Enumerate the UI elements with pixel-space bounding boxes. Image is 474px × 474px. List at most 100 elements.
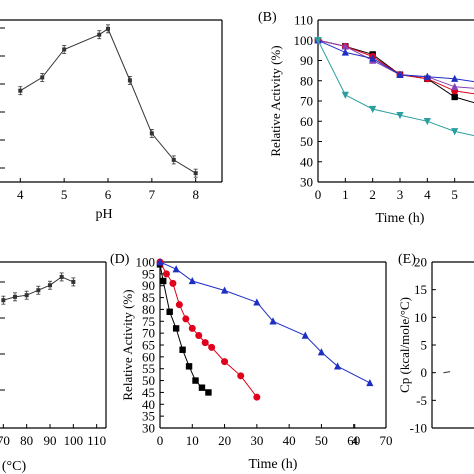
data-point (451, 128, 459, 136)
data-point (451, 74, 459, 82)
data-point (341, 48, 349, 56)
data-point (162, 270, 170, 278)
data-point (314, 37, 322, 45)
x-tick-label: 0 (157, 433, 164, 448)
data-point (201, 339, 209, 347)
y-tick-label: 40 (142, 397, 155, 412)
data-point (106, 26, 110, 31)
panel-e: 4 -10 -5 0 5 10 15 20(E) Cp (kcal/mole/°C) (351, 252, 474, 448)
data-point (369, 105, 377, 114)
x-tick-label: 2 (369, 187, 376, 202)
data-point (1, 298, 6, 303)
data-point (18, 88, 23, 93)
x-tick-label: 6 (105, 187, 112, 202)
x-tick-label: 5 (61, 187, 68, 202)
y-tick-label: 80 (142, 302, 155, 317)
data-point (366, 378, 374, 387)
x-tick-label: 0 (315, 187, 322, 202)
y-axis-label: Relative Activity (%) (120, 289, 135, 400)
y-tick-label: 75 (142, 314, 155, 329)
data-point (188, 324, 196, 332)
series-3 (314, 36, 474, 91)
y-tick-label: 45 (142, 385, 155, 400)
series-line (20, 28, 196, 174)
x-tick-label: 4 (351, 433, 358, 448)
x-tick-label: 50 (315, 433, 328, 448)
data-point (220, 286, 229, 294)
y-tick-label: 10 (414, 310, 427, 325)
data-point (369, 54, 377, 62)
series-3 (156, 258, 374, 387)
x-tick-label: 60 (347, 433, 360, 448)
y-tick-label: 90 (142, 278, 155, 293)
x-tick-label: 20 (218, 433, 231, 448)
data-point (172, 325, 180, 332)
data-point (205, 389, 212, 396)
data-point (71, 279, 76, 284)
data-point (451, 93, 458, 101)
y-tick-label: 85 (142, 290, 155, 305)
series-line (443, 371, 451, 374)
y-axis-label: Relative Activity (%) (268, 45, 283, 156)
y-tick-label: 35 (142, 409, 155, 424)
data-point (127, 78, 132, 83)
data-point (166, 308, 173, 315)
x-tick-label: 40 (283, 433, 296, 448)
x-tick-label: 80 (20, 433, 33, 448)
data-point (97, 32, 102, 37)
data-point (182, 315, 190, 323)
series-1 (18, 24, 198, 178)
x-tick-label: 8 (192, 187, 199, 202)
data-point (193, 171, 198, 176)
panel-c: 70 80 90 100 110 (°C) (0, 261, 107, 474)
x-tick-label: 5 (451, 187, 458, 202)
data-point (188, 276, 196, 285)
y-tick-label: 50 (142, 373, 155, 388)
data-point (175, 301, 183, 309)
y-tick-label: 15 (414, 282, 427, 297)
data-point (48, 283, 52, 288)
data-point (451, 82, 459, 91)
data-point (169, 279, 177, 287)
data-point (40, 75, 45, 80)
data-point (333, 362, 342, 370)
y-tick-label: 100 (294, 33, 314, 48)
data-point (253, 298, 261, 306)
x-tick-label: 7 (149, 187, 156, 202)
data-point (185, 363, 193, 370)
y-tick-label: 5 (421, 338, 428, 353)
y-tick-label: 80 (300, 73, 313, 88)
y-tick-label: 90 (300, 53, 313, 68)
data-point (13, 294, 17, 299)
data-point (423, 118, 431, 126)
data-point (24, 293, 29, 298)
y-tick-label: 55 (142, 361, 155, 376)
data-point (221, 358, 229, 366)
series-1 (156, 261, 212, 396)
series-2 (156, 258, 261, 401)
y-tick-label: 30 (142, 421, 155, 436)
panel-d: 0 10 20 30 40 50 60 703035404550556065707580859… (110, 252, 393, 472)
data-point (172, 265, 180, 273)
data-point (198, 384, 206, 391)
panel-label: (E) (398, 252, 416, 267)
x-tick-label: 3 (397, 187, 404, 202)
data-point (253, 393, 261, 401)
x-tick-label: 4 (424, 187, 431, 202)
y-tick-label: 40 (300, 154, 313, 169)
y-tick-label: 100 (136, 255, 156, 270)
x-tick-label: 90 (44, 433, 57, 448)
x-tick-label: 30 (250, 433, 263, 448)
data-point (171, 157, 176, 162)
x-axis-label: Time (h) (376, 211, 425, 226)
data-point (156, 258, 164, 266)
data-point (317, 348, 326, 356)
series-4 (314, 36, 474, 83)
series-line (317, 39, 474, 83)
panel-b: 0 1 2 3 4 5 30 40 50 60 70 80 90 100 110 (B) Time (h) Rel… (258, 10, 474, 226)
x-tick-label: 70 (380, 433, 393, 448)
y-tick-label: -5 (416, 393, 427, 408)
data-point (179, 346, 186, 353)
series-2 (314, 36, 474, 95)
